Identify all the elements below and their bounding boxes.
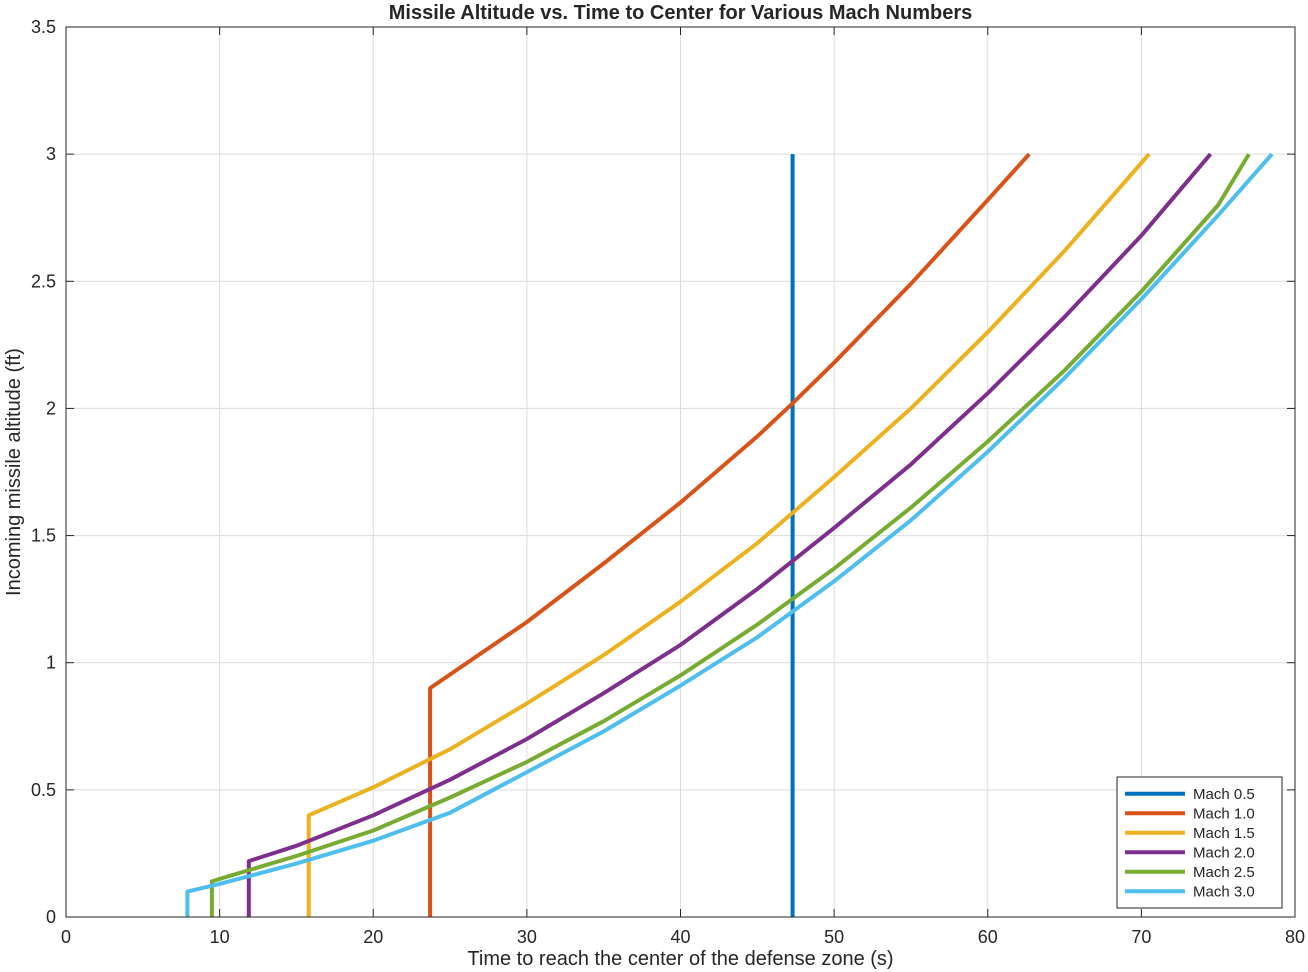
x-tick-label: 30	[517, 927, 537, 947]
y-axis-label: Incoming missile altitude (ft)	[3, 348, 25, 596]
series-layer	[185, 152, 1274, 917]
y-tick-label: 2.5	[31, 271, 56, 291]
y-tick-label: 2	[46, 398, 56, 418]
legend-label: Mach 2.5	[1193, 864, 1255, 881]
series-line-mach-2-0	[246, 152, 1213, 917]
y-tick-label: 0.5	[31, 780, 56, 800]
y-tick-label: 1.5	[31, 526, 56, 546]
legend-label: Mach 2.0	[1193, 844, 1255, 861]
legend-box	[1116, 776, 1283, 909]
y-tick-label: 3.5	[31, 17, 56, 37]
x-tick-label: 50	[824, 927, 844, 947]
axis-ticks	[65, 26, 1296, 918]
x-tick-labels: 0 10 20 30 40 50 60 70 80	[61, 927, 1305, 947]
x-axis-label: Time to reach the center of the defense …	[467, 948, 893, 970]
legend-label: Mach 1.0	[1193, 805, 1255, 822]
x-tick-label: 70	[1131, 927, 1151, 947]
grid-lines	[66, 27, 1295, 917]
y-tick-label: 3	[46, 144, 56, 164]
y-tick-label: 0	[46, 907, 56, 927]
series-line-mach-1-5	[306, 152, 1151, 917]
series-line-mach-3-0	[185, 152, 1274, 917]
x-tick-label: 10	[210, 927, 230, 947]
y-tick-labels: 0 0.5 1 1.5 2 2.5 3 3.5	[31, 17, 56, 927]
x-tick-label: 80	[1285, 927, 1305, 947]
y-tick-label: 1	[46, 653, 56, 673]
legend-label: Mach 0.5	[1193, 786, 1255, 803]
x-tick-label: 0	[61, 927, 71, 947]
x-tick-label: 60	[978, 927, 998, 947]
x-tick-label: 40	[670, 927, 690, 947]
x-tick-label: 20	[363, 927, 383, 947]
chart-title: Missile Altitude vs. Time to Center for …	[389, 2, 972, 24]
series-line-mach-1-0	[428, 152, 1031, 917]
series-line-mach-2-5	[209, 153, 1251, 917]
legend-label: Mach 3.0	[1193, 883, 1255, 900]
legend-label: Mach 1.5	[1193, 825, 1255, 842]
legend: Mach 0.5 Mach 1.0 Mach 1.5 Mach 2.0 Mach 2.5…	[1116, 776, 1283, 909]
